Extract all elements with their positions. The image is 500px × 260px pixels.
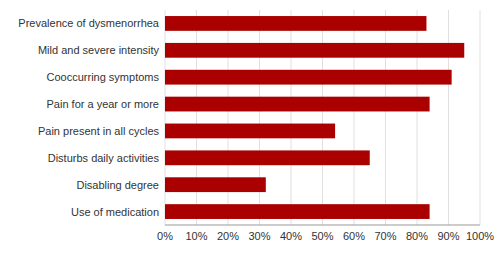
x-tick-label: 60% [343, 230, 365, 242]
grid-line [165, 10, 166, 225]
grid-line [417, 10, 418, 225]
bar [165, 204, 430, 219]
x-tick-label: 20% [217, 230, 239, 242]
grid-line [196, 10, 197, 225]
grid-line [385, 10, 386, 225]
bar [165, 16, 426, 31]
grid-line [228, 10, 229, 225]
bar [165, 124, 335, 139]
x-tick-label: 80% [406, 230, 428, 242]
category-label: Pain for a year or more [47, 98, 160, 110]
x-axis-line [165, 225, 480, 226]
chart: 0% 10% 20% 30% 40% 50% 60% 70% 80% 90% 100% Use of … [0, 0, 500, 260]
x-tick-label: 90% [437, 230, 459, 242]
grid-line [322, 10, 323, 225]
grid-line [259, 10, 260, 225]
grid-line [448, 10, 449, 225]
bar [165, 150, 370, 165]
category-label: Cooccurring symptoms [47, 71, 160, 83]
category-label: Prevalence of dysmenorrhea [18, 17, 160, 29]
bar [165, 70, 452, 85]
bars [165, 16, 464, 219]
x-tick-label: 0% [157, 230, 173, 242]
category-label: Mild and severe intensity [38, 44, 160, 56]
y-axis-labels: Use of medication Disabling degree Disturb… [18, 17, 160, 217]
x-tick-label: 10% [185, 230, 207, 242]
category-label: Use of medication [71, 206, 159, 218]
category-label: Pain present in all cycles [38, 125, 160, 137]
bar [165, 43, 464, 58]
chart-container: 0% 10% 20% 30% 40% 50% 60% 70% 80% 90% 100% Use of … [0, 0, 500, 260]
x-tick-label: 70% [374, 230, 396, 242]
x-tick-label: 40% [280, 230, 302, 242]
category-label: Disabling degree [76, 179, 159, 191]
category-label: Disturbs daily activities [48, 152, 160, 164]
bar [165, 97, 430, 112]
grid-line [480, 10, 481, 225]
grid-line [291, 10, 292, 225]
x-axis-ticks: 0% 10% 20% 30% 40% 50% 60% 70% 80% 90% 100% [157, 230, 494, 242]
bar [165, 177, 266, 192]
x-tick-label: 100% [466, 230, 494, 242]
x-tick-label: 30% [248, 230, 270, 242]
grid-line [354, 10, 355, 225]
x-tick-label: 50% [311, 230, 333, 242]
grid [165, 10, 480, 225]
